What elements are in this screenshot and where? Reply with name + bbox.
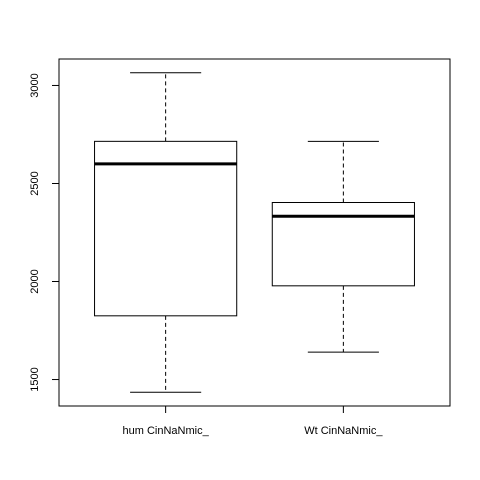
x-tick-label: Wt CinNaNmic_ (304, 425, 383, 437)
box-group (271, 140, 415, 353)
y-tick-label: 2500 (29, 171, 41, 195)
iqr-box (94, 140, 238, 317)
y-tick-label: 2000 (29, 269, 41, 293)
boxes (94, 72, 415, 393)
x-axis: hum CinNaNmic_ Wt CinNaNmic_ (123, 405, 383, 437)
x-tick-label: hum CinNaNmic_ (123, 425, 210, 437)
box-group (94, 72, 238, 393)
y-axis: 1500 2000 2500 3000 (29, 73, 60, 392)
y-tick-label: 1500 (29, 367, 41, 391)
y-tick-label: 3000 (29, 73, 41, 97)
